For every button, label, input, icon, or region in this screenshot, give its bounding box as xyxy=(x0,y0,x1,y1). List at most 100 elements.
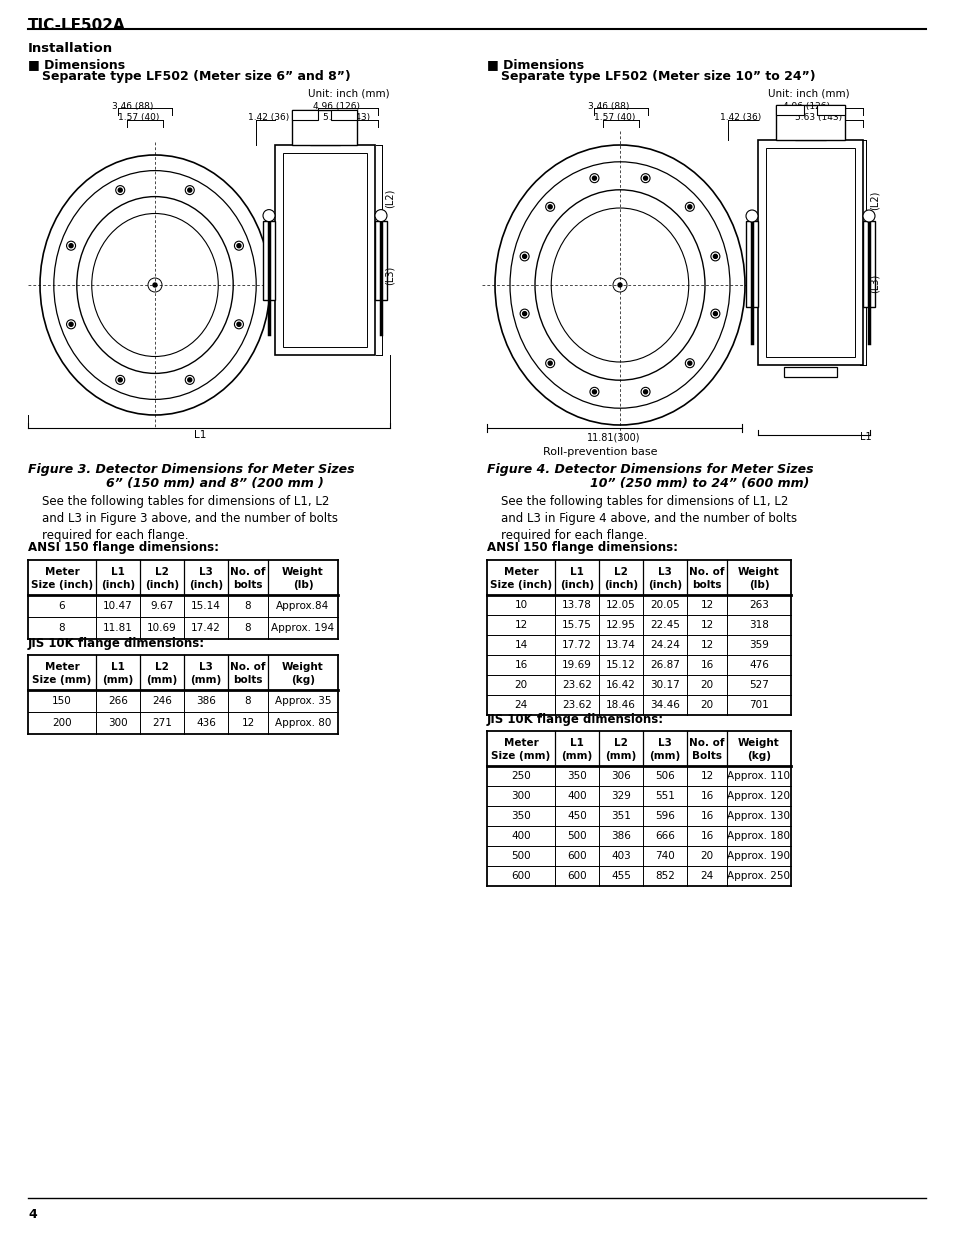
Text: 15.12: 15.12 xyxy=(605,659,636,671)
Circle shape xyxy=(713,254,717,258)
Circle shape xyxy=(519,309,529,319)
Text: No. of: No. of xyxy=(230,662,266,672)
Text: Approx. 110: Approx. 110 xyxy=(727,771,790,781)
Circle shape xyxy=(234,320,243,329)
Text: L2: L2 xyxy=(614,737,627,747)
Circle shape xyxy=(69,243,73,248)
Text: See the following tables for dimensions of L1, L2
and L3 in Figure 4 above, and : See the following tables for dimensions … xyxy=(500,495,797,542)
Text: L3: L3 xyxy=(199,567,213,577)
Text: 34.46: 34.46 xyxy=(649,700,679,710)
Text: 600: 600 xyxy=(567,851,586,861)
Text: Unit: inch (mm): Unit: inch (mm) xyxy=(308,88,390,98)
Text: Separate type LF502 (Meter size 6” and 8”): Separate type LF502 (Meter size 6” and 8… xyxy=(42,70,351,83)
Text: 15.75: 15.75 xyxy=(561,620,591,630)
Text: 20.05: 20.05 xyxy=(650,600,679,610)
Circle shape xyxy=(592,390,596,394)
Text: 12: 12 xyxy=(514,620,527,630)
Circle shape xyxy=(519,252,529,261)
Text: 527: 527 xyxy=(748,680,768,690)
Text: 350: 350 xyxy=(566,771,586,781)
Text: 11.81(300): 11.81(300) xyxy=(587,433,640,443)
Text: No. of: No. of xyxy=(230,567,266,577)
Text: (L3): (L3) xyxy=(869,273,879,293)
Text: 12.95: 12.95 xyxy=(605,620,636,630)
Bar xyxy=(776,105,802,115)
Text: 16: 16 xyxy=(700,831,713,841)
Text: (inch): (inch) xyxy=(101,580,135,590)
Circle shape xyxy=(375,210,387,221)
Circle shape xyxy=(643,177,647,180)
Text: 8: 8 xyxy=(244,601,251,611)
Text: ■ Dimensions: ■ Dimensions xyxy=(28,58,125,70)
Text: 150: 150 xyxy=(52,697,71,706)
Text: (inch): (inch) xyxy=(559,580,594,590)
Text: Meter: Meter xyxy=(503,737,537,747)
Text: 23.62: 23.62 xyxy=(561,700,591,710)
Text: 455: 455 xyxy=(611,871,630,881)
Circle shape xyxy=(115,185,125,195)
Text: 350: 350 xyxy=(511,811,530,821)
Text: 600: 600 xyxy=(567,871,586,881)
Text: JIS 10K flange dimensions:: JIS 10K flange dimensions: xyxy=(486,713,663,726)
Text: 30.17: 30.17 xyxy=(649,680,679,690)
Text: 266: 266 xyxy=(108,697,128,706)
Text: 4: 4 xyxy=(28,1208,37,1221)
Text: 250: 250 xyxy=(511,771,530,781)
Text: 400: 400 xyxy=(511,831,530,841)
Text: 1.42 (36): 1.42 (36) xyxy=(248,112,289,122)
Text: 300: 300 xyxy=(108,718,128,727)
Text: 3.46 (88): 3.46 (88) xyxy=(112,103,153,111)
Text: 20: 20 xyxy=(700,680,713,690)
Text: Size (inch): Size (inch) xyxy=(30,580,93,590)
Text: 13.74: 13.74 xyxy=(605,640,636,650)
Text: 596: 596 xyxy=(655,811,674,821)
Circle shape xyxy=(710,309,720,319)
Bar xyxy=(758,140,862,366)
Text: 4.96 (126): 4.96 (126) xyxy=(313,103,359,111)
Text: ANSI 150 flange dimensions:: ANSI 150 flange dimensions: xyxy=(28,541,219,555)
Circle shape xyxy=(589,174,598,183)
Text: Approx. 120: Approx. 120 xyxy=(727,790,790,802)
Text: 10” (250 mm) to 24” (600 mm): 10” (250 mm) to 24” (600 mm) xyxy=(590,477,809,490)
Circle shape xyxy=(67,320,75,329)
Text: Approx. 130: Approx. 130 xyxy=(727,811,790,821)
Text: 666: 666 xyxy=(655,831,674,841)
Text: Meter: Meter xyxy=(45,662,79,672)
Text: 551: 551 xyxy=(655,790,674,802)
Text: 16: 16 xyxy=(514,659,527,671)
Text: (inch): (inch) xyxy=(189,580,223,590)
Text: Figure 3. Detector Dimensions for Meter Sizes: Figure 3. Detector Dimensions for Meter … xyxy=(28,463,355,475)
Text: (mm): (mm) xyxy=(146,676,177,685)
Text: JIS 10K flange dimensions:: JIS 10K flange dimensions: xyxy=(28,637,205,650)
Bar xyxy=(375,221,387,300)
Text: 6: 6 xyxy=(59,601,65,611)
Circle shape xyxy=(687,205,691,209)
Text: 11.81: 11.81 xyxy=(103,622,132,634)
Text: L1: L1 xyxy=(570,737,583,747)
Text: 701: 701 xyxy=(748,700,768,710)
Text: ANSI 150 flange dimensions:: ANSI 150 flange dimensions: xyxy=(486,541,678,555)
Text: L1: L1 xyxy=(570,567,583,577)
Text: 852: 852 xyxy=(655,871,674,881)
Text: Size (mm): Size (mm) xyxy=(491,751,550,761)
Text: 318: 318 xyxy=(748,620,768,630)
Bar xyxy=(783,367,836,377)
Bar xyxy=(274,144,375,354)
Circle shape xyxy=(640,388,649,396)
Text: (kg): (kg) xyxy=(746,751,770,761)
Text: (inch): (inch) xyxy=(647,580,681,590)
Text: Figure 4. Detector Dimensions for Meter Sizes: Figure 4. Detector Dimensions for Meter … xyxy=(486,463,813,475)
Text: 12: 12 xyxy=(241,718,254,727)
Text: 740: 740 xyxy=(655,851,674,861)
Text: 3.46 (88): 3.46 (88) xyxy=(587,103,629,111)
Text: Approx. 35: Approx. 35 xyxy=(274,697,331,706)
Text: 20: 20 xyxy=(514,680,527,690)
Circle shape xyxy=(684,203,694,211)
Circle shape xyxy=(640,174,649,183)
Text: Installation: Installation xyxy=(28,42,113,56)
Text: L1: L1 xyxy=(193,430,206,440)
Text: TIC-LF502A: TIC-LF502A xyxy=(28,19,126,33)
Text: Weight: Weight xyxy=(738,567,779,577)
Text: L2: L2 xyxy=(614,567,627,577)
Text: 16: 16 xyxy=(700,790,713,802)
